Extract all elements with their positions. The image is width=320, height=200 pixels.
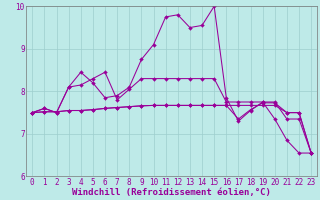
X-axis label: Windchill (Refroidissement éolien,°C): Windchill (Refroidissement éolien,°C)	[72, 188, 271, 197]
